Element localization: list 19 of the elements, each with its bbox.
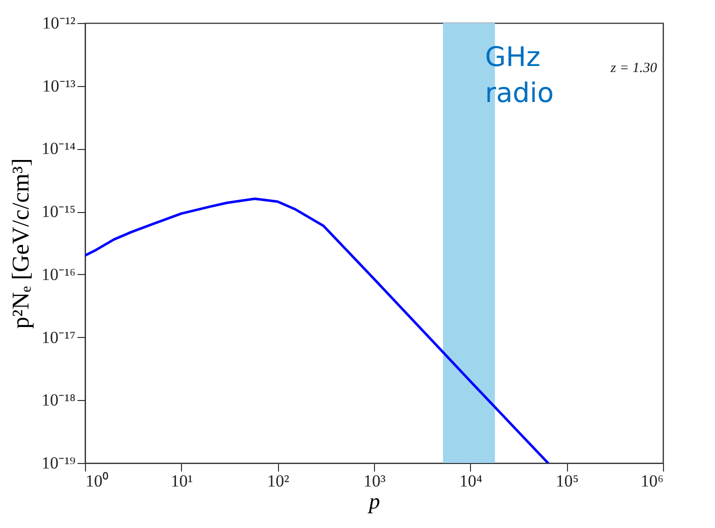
x-tick-label: 10⁴ (459, 472, 482, 490)
y-tick-label: 10⁻¹⁴ (41, 139, 76, 158)
x-tick-label: 10⁶ (640, 472, 664, 490)
band-label: GHz radio (484, 42, 554, 109)
y-tick-label: 10⁻¹⁶ (41, 264, 76, 284)
y-axis-title: p²Nₑ [GeV/c/cm³] (8, 158, 34, 329)
y-tick-label: 10⁻¹⁸ (41, 390, 76, 410)
x-tick-label: 10² (267, 472, 290, 490)
annotation: z = 1.30 (610, 61, 657, 76)
y-tick-label: 10⁻¹⁷ (41, 328, 76, 347)
x-axis-title: p (367, 488, 380, 514)
x-tick-label: 10⁵ (556, 472, 579, 490)
x-tick-label: 10¹ (170, 472, 193, 490)
y-tick-label: 10⁻¹³ (42, 76, 76, 96)
x-tick-label: 10⁰ (86, 472, 108, 490)
y-tick-label: 10⁻¹⁵ (41, 202, 76, 222)
y-tick-label: 10⁻¹² (42, 14, 76, 32)
y-tick-label: 10⁻¹⁹ (41, 454, 76, 472)
x-tick-label: 10³ (363, 472, 386, 490)
